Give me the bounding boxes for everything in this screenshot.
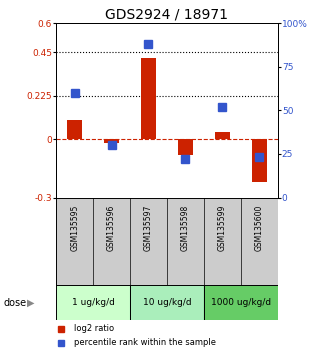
Bar bbox=[130, 198, 167, 285]
Bar bbox=[241, 198, 278, 285]
Bar bbox=[204, 198, 241, 285]
Text: ▶: ▶ bbox=[27, 298, 35, 308]
Text: GSM135600: GSM135600 bbox=[255, 205, 264, 251]
Bar bbox=[104, 139, 119, 143]
Text: GSM135599: GSM135599 bbox=[218, 205, 227, 251]
Bar bbox=[252, 139, 266, 182]
Bar bbox=[141, 58, 156, 139]
Title: GDS2924 / 18971: GDS2924 / 18971 bbox=[105, 8, 229, 22]
Bar bbox=[215, 132, 230, 139]
Text: 1000 ug/kg/d: 1000 ug/kg/d bbox=[211, 298, 271, 307]
Text: log2 ratio: log2 ratio bbox=[74, 324, 114, 333]
Bar bbox=[204, 285, 278, 320]
Bar bbox=[93, 198, 130, 285]
Text: GSM135596: GSM135596 bbox=[107, 205, 116, 251]
Bar bbox=[178, 139, 193, 155]
Text: dose: dose bbox=[3, 298, 26, 308]
Text: percentile rank within the sample: percentile rank within the sample bbox=[74, 338, 216, 348]
Text: GSM135597: GSM135597 bbox=[144, 205, 153, 251]
Text: GSM135598: GSM135598 bbox=[181, 205, 190, 251]
Text: 1 ug/kg/d: 1 ug/kg/d bbox=[72, 298, 115, 307]
Text: 10 ug/kg/d: 10 ug/kg/d bbox=[143, 298, 191, 307]
Text: GSM135595: GSM135595 bbox=[70, 205, 79, 251]
Bar bbox=[56, 285, 130, 320]
Bar bbox=[167, 198, 204, 285]
Bar bbox=[67, 120, 82, 139]
Bar bbox=[56, 198, 93, 285]
Bar bbox=[130, 285, 204, 320]
